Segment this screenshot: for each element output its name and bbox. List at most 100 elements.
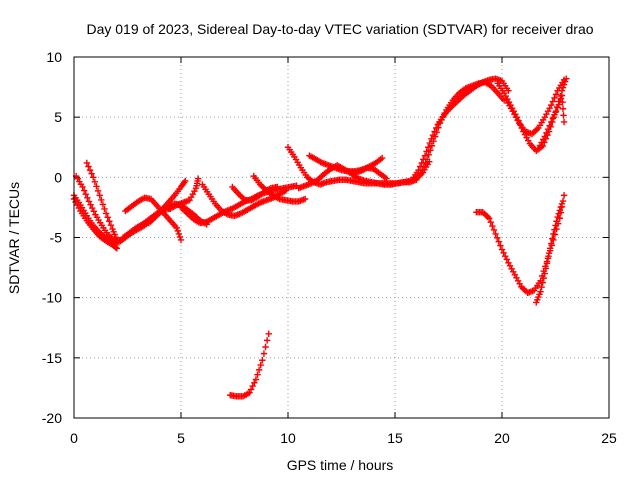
data-point (107, 221, 115, 229)
x-tick-label: 25 (601, 430, 617, 446)
y-tick-label: -20 (42, 410, 62, 426)
data-point (557, 95, 565, 102)
x-tick-label: 20 (494, 430, 510, 446)
data-point (552, 107, 560, 115)
data-point (540, 274, 547, 282)
data-point (542, 265, 550, 272)
data-point (112, 244, 119, 251)
x-tick-label: 0 (70, 430, 78, 446)
data-point (86, 166, 94, 174)
plot-frame (73, 56, 610, 419)
data-point (88, 204, 96, 212)
data-point (378, 154, 386, 162)
x-tick-label: 10 (280, 430, 296, 446)
data-point (263, 337, 271, 344)
data-point (177, 236, 185, 244)
series-track-t (503, 76, 568, 138)
data-point (79, 183, 86, 191)
data-point (175, 230, 183, 238)
data-point (257, 361, 264, 369)
data-point (246, 389, 253, 396)
data-point (551, 94, 558, 102)
data-point (553, 218, 560, 225)
data-point (439, 113, 447, 120)
data-point (259, 357, 266, 364)
data-point (560, 112, 567, 119)
series-track-r (417, 79, 508, 177)
series-track-x (227, 330, 272, 400)
data-point (419, 166, 426, 174)
series-track-h (167, 175, 202, 212)
data-point (546, 122, 553, 129)
data-point (543, 129, 550, 137)
data-point (490, 226, 498, 234)
data-point (98, 196, 105, 204)
y-tick-label: 5 (54, 109, 62, 125)
data-point (176, 233, 184, 241)
data-point (505, 87, 512, 94)
data-point (551, 226, 558, 233)
data-point (422, 159, 429, 167)
data-point (427, 147, 434, 154)
data-point (433, 129, 440, 136)
data-point (555, 101, 562, 108)
data-point (497, 242, 504, 249)
data-point (543, 260, 551, 267)
data-point (90, 208, 97, 215)
y-tick-label: -5 (50, 230, 63, 246)
data-point (541, 133, 548, 140)
data-point (560, 76, 568, 84)
data-point (545, 249, 553, 257)
data-point (87, 201, 94, 208)
data-point (282, 187, 290, 194)
data-point (502, 252, 509, 260)
series-track-b (70, 195, 120, 252)
series-track-g (145, 177, 189, 227)
series-track-l (250, 172, 309, 205)
data-point (495, 238, 502, 245)
data-point (554, 104, 561, 111)
chart-title: Day 019 of 2023, Sidereal Day-to-day VTE… (86, 21, 593, 37)
axis-ticks: 0 5 10 15 20 25 -20 -15 -10 -5 0 5 10 (42, 49, 617, 446)
data-point (539, 279, 546, 286)
data-point (503, 256, 511, 263)
data-point (99, 201, 107, 208)
data-point (85, 198, 93, 205)
data-point (274, 183, 281, 191)
data-point (550, 236, 557, 244)
data-point (425, 151, 432, 158)
data-point (254, 371, 261, 378)
grid (74, 57, 609, 418)
data-point (538, 283, 545, 291)
data-point (544, 126, 552, 133)
data-point (421, 152, 429, 159)
series-track-o (306, 152, 390, 182)
y-tick-label: -15 (42, 350, 62, 366)
data-point (262, 343, 269, 351)
data-point (106, 218, 113, 225)
data-point (80, 187, 88, 194)
data-point (548, 118, 555, 126)
data-point (558, 92, 566, 99)
data-point (537, 288, 544, 295)
data-point (101, 205, 108, 213)
data-point (487, 218, 494, 226)
data-point (90, 174, 97, 181)
data-point (102, 210, 110, 217)
data-point (252, 376, 260, 383)
data-point (113, 245, 120, 252)
y-tick-label: 0 (54, 169, 62, 185)
data-point (500, 249, 507, 257)
data-point (556, 207, 563, 214)
x-tick-label: 15 (387, 430, 403, 446)
data-point (301, 195, 309, 203)
data-point (255, 366, 263, 374)
data-point (428, 142, 436, 149)
data-point (82, 190, 89, 198)
data-point (173, 224, 180, 232)
data-point (550, 230, 557, 238)
data-point (431, 133, 439, 140)
data-point (548, 101, 555, 109)
data-point (541, 270, 548, 277)
